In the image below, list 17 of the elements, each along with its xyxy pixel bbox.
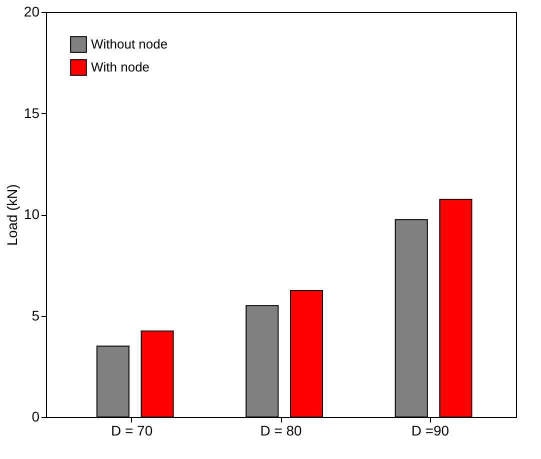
x-tick-label: D = 80 [260, 422, 302, 438]
y-tick-label: 15 [24, 104, 40, 121]
legend-label: Without node [91, 36, 168, 52]
x-tick-label: D = 70 [110, 422, 153, 438]
y-tick-label: 10 [24, 206, 40, 222]
bar [246, 305, 279, 418]
bar [96, 346, 130, 418]
bar [394, 219, 428, 418]
y-axis-title: Load (kN) [4, 184, 20, 246]
bar [140, 330, 174, 418]
legend-label: With node [91, 60, 150, 74]
y-tick-label: 20 [24, 4, 40, 20]
x-tick-label: D =90 [411, 422, 450, 438]
bar [290, 290, 324, 418]
y-tick-label: 0 [32, 408, 40, 424]
y-tick-label: 5 [32, 307, 40, 324]
bar [439, 198, 472, 418]
